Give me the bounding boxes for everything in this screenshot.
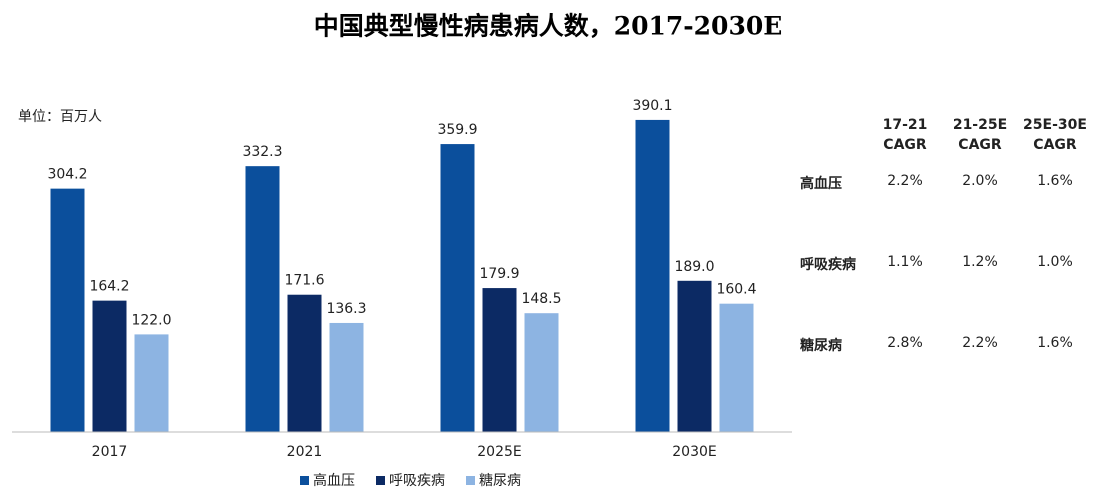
bar	[134, 334, 169, 432]
data-label: 164.2	[89, 279, 129, 295]
bar	[719, 303, 754, 432]
bar	[287, 294, 322, 432]
unit-label: 单位：百万人	[18, 109, 102, 125]
data-label: 189.0	[674, 259, 714, 275]
legend-swatch	[466, 476, 475, 485]
chart-title: 中国典型慢性病患病人数，2017-2030E	[314, 12, 783, 41]
data-label: 332.3	[242, 144, 282, 160]
column-header: 25E-30E CAGR	[1023, 117, 1087, 153]
data-label: 148.5	[521, 291, 561, 307]
data-label: 171.6	[284, 273, 324, 289]
table-cell: 1.0%	[1037, 254, 1073, 270]
row-label: 呼吸疾病	[800, 257, 856, 273]
table-cell: 1.1%	[887, 254, 923, 270]
row-label: 高血压	[800, 176, 842, 192]
bar	[92, 300, 127, 432]
bar	[635, 119, 670, 433]
table-cell: 2.2%	[962, 335, 998, 351]
table-cell: 1.6%	[1037, 335, 1073, 351]
table-cell: 2.8%	[887, 335, 923, 351]
table-cell: 1.2%	[962, 254, 998, 270]
data-label: 122.0	[131, 312, 171, 328]
legend-swatch	[376, 476, 385, 485]
bar	[50, 188, 85, 432]
data-label: 390.1	[632, 98, 672, 114]
table-cell: 2.0%	[962, 173, 998, 189]
x-tick-label: 2025E	[477, 444, 521, 460]
table-cell: 1.6%	[1037, 173, 1073, 189]
data-label: 304.2	[47, 167, 87, 183]
x-tick-label: 2017	[92, 444, 128, 460]
bar	[440, 144, 475, 432]
data-label: 136.3	[326, 301, 366, 317]
x-tick-label: 2021	[287, 444, 323, 460]
table-cell: 2.2%	[887, 173, 923, 189]
column-header: 21-25E CAGR	[952, 117, 1008, 153]
legend-swatch	[300, 476, 309, 485]
data-label: 359.9	[437, 122, 477, 138]
bar	[677, 280, 712, 432]
data-label: 160.4	[716, 282, 756, 298]
legend-label: 糖尿病	[479, 473, 521, 489]
row-label: 糖尿病	[800, 338, 842, 354]
bar	[524, 313, 559, 432]
bar	[245, 166, 280, 432]
legend-label: 呼吸疾病	[389, 473, 445, 489]
legend-label: 高血压	[313, 472, 355, 489]
x-tick-label: 2030E	[672, 444, 716, 460]
column-header: 17-21 CAGR	[882, 117, 928, 153]
bar	[329, 322, 364, 432]
bar	[482, 288, 517, 432]
data-label: 179.9	[479, 266, 519, 282]
